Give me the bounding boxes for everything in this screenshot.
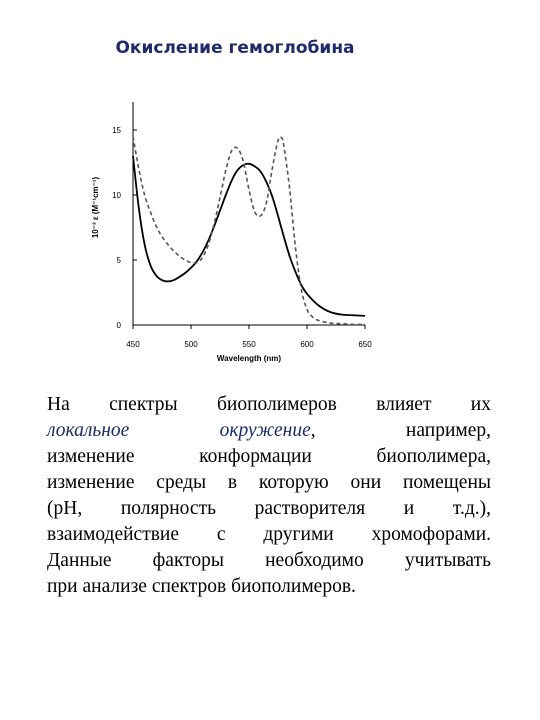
body-line-5: (pH, полярность растворителя и т.д.), — [47, 498, 491, 519]
y-tick-label: 0 — [117, 321, 122, 330]
chart-series-layer — [132, 136, 366, 326]
series-line-solid — [132, 155, 366, 317]
y-tick-label: 10 — [112, 191, 121, 200]
chart-axes — [132, 102, 365, 326]
y-tick-label: 5 — [117, 256, 122, 265]
y-axis-label: 10⁻³ ε (M⁻¹cm⁻¹) — [91, 176, 100, 238]
chart-ticks: 0 5 10 15 450 500 550 600 650 — [112, 126, 372, 349]
emphasized-term: локальное окружение — [47, 420, 311, 441]
body-line-7: Данные факторы необходимо учитывать — [47, 550, 491, 571]
x-tick-label: 450 — [126, 340, 140, 349]
hemoglobin-absorption-chart: 0 5 10 15 450 500 550 600 650 Wavelength (nm) 10… — [80, 100, 380, 380]
body-line-2: локальное окружение, например, — [47, 418, 491, 444]
slide-title: Окисление гемоглобина — [115, 38, 355, 58]
y-tick-label: 15 — [112, 126, 121, 135]
body-line-6: взаимодействие с другими хромофорами. — [47, 524, 491, 545]
x-tick-label: 650 — [358, 340, 372, 349]
chart-svg: 0 5 10 15 450 500 550 600 650 Wavelength (nm) 10… — [91, 102, 372, 363]
body-line-3: изменение конформации биополимера, — [47, 446, 491, 467]
x-tick-label: 600 — [300, 340, 314, 349]
body-line-4: изменение среды в которую они помещены — [47, 472, 491, 493]
body-line-8: при анализе спектров биополимеров. — [47, 576, 356, 597]
body-line-1: На спектры биополимеров влияет их — [47, 394, 491, 415]
body-paragraph: На спектры биополимеров влияет их локаль… — [47, 392, 491, 600]
series-line-dashed — [132, 136, 366, 326]
x-tick-label: 550 — [242, 340, 256, 349]
x-tick-label: 500 — [184, 340, 198, 349]
body-line-2-rest: , например, — [310, 420, 491, 441]
x-axis-label: Wavelength (nm) — [217, 354, 281, 363]
